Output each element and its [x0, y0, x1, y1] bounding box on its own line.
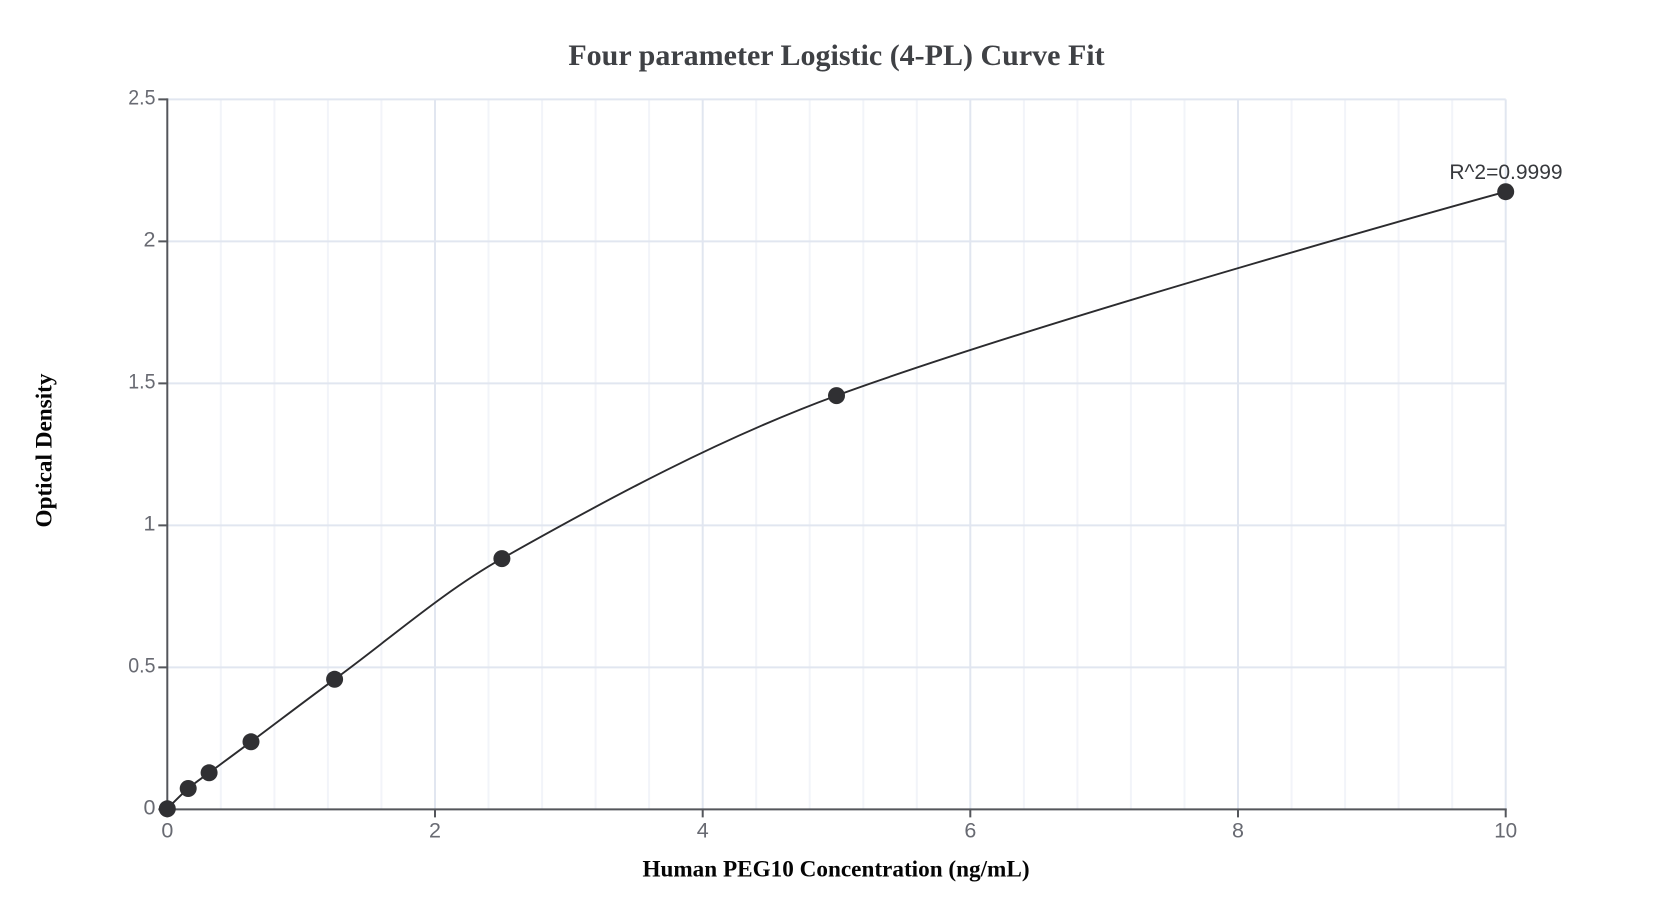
svg-text:8: 8 [1232, 819, 1244, 843]
svg-text:6: 6 [964, 819, 976, 843]
svg-text:Human PEG10 Concentration (ng/: Human PEG10 Concentration (ng/mL) [642, 857, 1029, 883]
svg-text:1.5: 1.5 [128, 369, 155, 393]
svg-text:Four parameter Logistic (4-PL): Four parameter Logistic (4-PL) Curve Fit [568, 39, 1104, 72]
svg-text:R^2=0.9999: R^2=0.9999 [1449, 161, 1562, 184]
svg-text:2: 2 [144, 227, 156, 251]
svg-text:0.5: 0.5 [128, 653, 155, 677]
svg-text:0: 0 [161, 819, 173, 843]
svg-text:2: 2 [429, 819, 441, 843]
svg-text:Optical Density: Optical Density [32, 373, 58, 527]
svg-text:2.5: 2.5 [128, 85, 155, 109]
svg-text:4: 4 [697, 819, 709, 843]
svg-text:10: 10 [1494, 819, 1517, 843]
svg-text:0: 0 [144, 795, 156, 819]
svg-text:1: 1 [144, 511, 156, 535]
